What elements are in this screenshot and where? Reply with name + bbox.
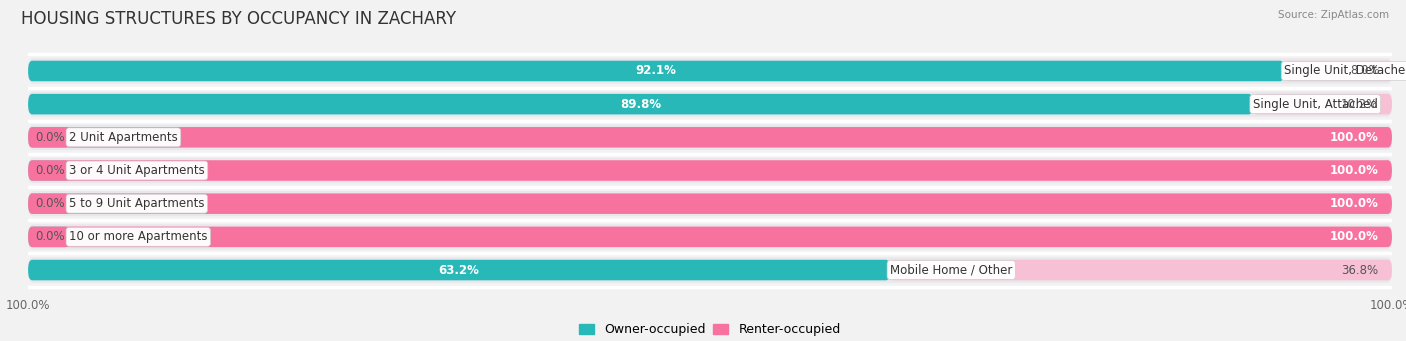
Text: 0.0%: 0.0% <box>35 131 65 144</box>
FancyBboxPatch shape <box>28 191 1392 216</box>
Text: 2 Unit Apartments: 2 Unit Apartments <box>69 131 177 144</box>
FancyBboxPatch shape <box>28 127 1392 148</box>
Text: 3 or 4 Unit Apartments: 3 or 4 Unit Apartments <box>69 164 205 177</box>
Text: 10.2%: 10.2% <box>1341 98 1378 110</box>
Text: 5 to 9 Unit Apartments: 5 to 9 Unit Apartments <box>69 197 204 210</box>
FancyBboxPatch shape <box>28 61 1284 81</box>
FancyBboxPatch shape <box>28 160 1392 181</box>
FancyBboxPatch shape <box>28 226 1392 247</box>
Text: Source: ZipAtlas.com: Source: ZipAtlas.com <box>1278 10 1389 20</box>
FancyBboxPatch shape <box>28 193 69 214</box>
FancyBboxPatch shape <box>890 260 1392 280</box>
Text: 8.0%: 8.0% <box>1350 64 1379 77</box>
Text: 36.8%: 36.8% <box>1341 264 1378 277</box>
FancyBboxPatch shape <box>28 226 69 247</box>
Text: 63.2%: 63.2% <box>439 264 479 277</box>
FancyBboxPatch shape <box>1253 94 1392 115</box>
FancyBboxPatch shape <box>28 160 69 181</box>
FancyBboxPatch shape <box>28 260 890 280</box>
Text: Single Unit, Detached: Single Unit, Detached <box>1284 64 1406 77</box>
Text: 100.0%: 100.0% <box>1330 197 1378 210</box>
Text: 0.0%: 0.0% <box>35 231 65 243</box>
Legend: Owner-occupied, Renter-occupied: Owner-occupied, Renter-occupied <box>575 318 845 341</box>
FancyBboxPatch shape <box>28 257 1392 283</box>
FancyBboxPatch shape <box>28 58 1392 84</box>
Text: 89.8%: 89.8% <box>620 98 661 110</box>
Text: 100.0%: 100.0% <box>1330 164 1378 177</box>
Text: 0.0%: 0.0% <box>35 197 65 210</box>
FancyBboxPatch shape <box>28 94 1253 115</box>
FancyBboxPatch shape <box>28 193 1392 214</box>
Text: Mobile Home / Other: Mobile Home / Other <box>890 264 1012 277</box>
FancyBboxPatch shape <box>28 91 1392 117</box>
Text: 100.0%: 100.0% <box>1330 131 1378 144</box>
FancyBboxPatch shape <box>28 127 69 148</box>
Text: HOUSING STRUCTURES BY OCCUPANCY IN ZACHARY: HOUSING STRUCTURES BY OCCUPANCY IN ZACHA… <box>21 10 456 28</box>
Text: Single Unit, Attached: Single Unit, Attached <box>1253 98 1378 110</box>
Text: 92.1%: 92.1% <box>636 64 676 77</box>
FancyBboxPatch shape <box>28 224 1392 250</box>
Text: 10 or more Apartments: 10 or more Apartments <box>69 231 208 243</box>
Text: 100.0%: 100.0% <box>1330 231 1378 243</box>
Text: 0.0%: 0.0% <box>35 164 65 177</box>
FancyBboxPatch shape <box>28 158 1392 183</box>
FancyBboxPatch shape <box>28 125 1392 150</box>
FancyBboxPatch shape <box>1284 61 1393 81</box>
